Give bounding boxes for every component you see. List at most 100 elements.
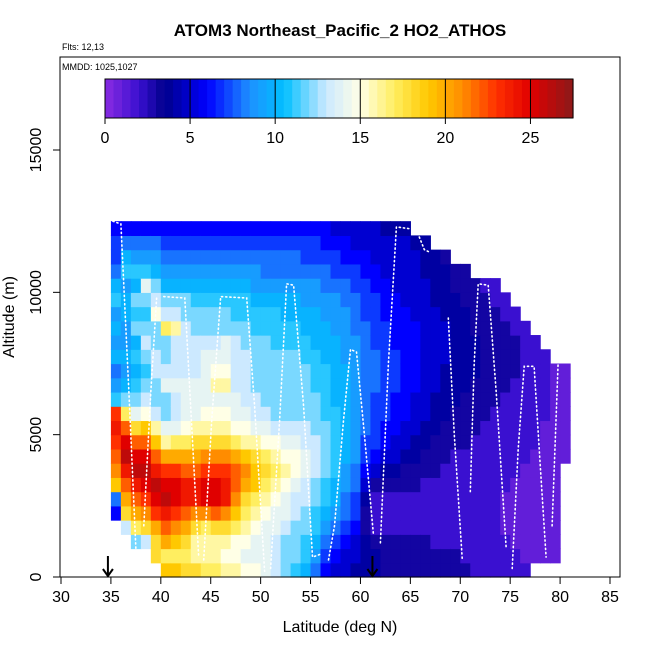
heatmap-cell bbox=[330, 263, 342, 279]
heatmap-cell bbox=[440, 520, 451, 535]
heatmap-cell bbox=[130, 320, 142, 336]
heatmap-cell bbox=[290, 221, 302, 236]
heatmap-cell bbox=[400, 292, 411, 308]
heatmap-cell bbox=[200, 448, 212, 464]
heatmap-cell bbox=[380, 377, 391, 393]
heatmap-cell bbox=[540, 363, 551, 379]
x-tick-label: 30 bbox=[52, 589, 70, 606]
heatmap-cell bbox=[340, 306, 352, 322]
heatmap-cell bbox=[440, 463, 451, 478]
heatmap-cell bbox=[330, 235, 342, 251]
heatmap-cell bbox=[260, 448, 272, 464]
heatmap-cell bbox=[550, 534, 561, 550]
heatmap-cell bbox=[500, 306, 511, 322]
heatmap-cell bbox=[380, 335, 391, 350]
colorbar-segment bbox=[470, 79, 480, 118]
heatmap-cell bbox=[400, 406, 411, 422]
heatmap-cell bbox=[510, 562, 521, 578]
heatmap-cell bbox=[440, 491, 451, 507]
heatmap-cell bbox=[260, 491, 272, 507]
heatmap-cell bbox=[250, 349, 262, 365]
colorbar-tick-label: 25 bbox=[522, 130, 540, 147]
heatmap-cell bbox=[460, 520, 471, 535]
heatmap-cell bbox=[370, 477, 382, 493]
heatmap-cell bbox=[510, 320, 521, 336]
heatmap-cell bbox=[180, 263, 192, 279]
heatmap-cell bbox=[210, 349, 222, 365]
heatmap-cell bbox=[210, 235, 222, 251]
heatmap-cell bbox=[510, 477, 521, 493]
colorbar-segment bbox=[394, 79, 404, 118]
heatmap-cell bbox=[260, 562, 272, 578]
heatmap-cell bbox=[110, 505, 122, 521]
heatmap-cell bbox=[290, 235, 302, 251]
heatmap-cell bbox=[460, 335, 471, 350]
heatmap-cell bbox=[200, 335, 212, 350]
heatmap-cell bbox=[160, 335, 172, 350]
heatmap-cell bbox=[410, 434, 421, 450]
heatmap-cell bbox=[520, 391, 531, 407]
x-tick-label: 35 bbox=[102, 589, 120, 606]
heatmap-cell bbox=[320, 548, 332, 564]
heatmap-cell bbox=[150, 548, 162, 564]
heatmap-cell bbox=[440, 249, 451, 265]
heatmap-cell bbox=[380, 306, 391, 322]
colorbar-segment bbox=[275, 79, 285, 118]
heatmap-cell bbox=[430, 406, 441, 422]
heatmap-cell bbox=[380, 249, 391, 265]
heatmap-cell bbox=[300, 448, 312, 464]
heatmap-cell bbox=[130, 249, 142, 265]
heatmap-cell bbox=[280, 363, 292, 379]
x-tick-label: 75 bbox=[501, 589, 519, 606]
heatmap-cell bbox=[210, 520, 222, 535]
heatmap-cell bbox=[410, 349, 421, 365]
heatmap-cell bbox=[540, 463, 551, 478]
heatmap-cell bbox=[240, 320, 252, 336]
heatmap-cell bbox=[420, 448, 431, 464]
heatmap-cell bbox=[110, 278, 122, 293]
heatmap-cell bbox=[150, 335, 162, 350]
heatmap-cell bbox=[300, 306, 312, 322]
heatmap-cell bbox=[330, 335, 342, 350]
heatmap-cell bbox=[430, 534, 441, 550]
heatmap-cell bbox=[330, 363, 342, 379]
heatmap-cell bbox=[460, 420, 471, 436]
heatmap-cell bbox=[120, 221, 132, 236]
heatmap-cell bbox=[220, 249, 232, 265]
heatmap-cell bbox=[240, 406, 252, 422]
heatmap-cell bbox=[150, 278, 162, 293]
heatmap-cell bbox=[200, 263, 212, 279]
heatmap-cell bbox=[200, 278, 212, 293]
heatmap-cell bbox=[270, 306, 282, 322]
heatmap-cell bbox=[270, 235, 282, 251]
heatmap-cell bbox=[380, 505, 391, 521]
heatmap-cell bbox=[450, 349, 461, 365]
heatmap-cell bbox=[330, 391, 342, 407]
heatmap-cell bbox=[360, 420, 372, 436]
heatmap-cell bbox=[150, 263, 162, 279]
heatmap-cell bbox=[250, 562, 262, 578]
heatmap-cell bbox=[130, 491, 142, 507]
heatmap-cell bbox=[160, 434, 172, 450]
heatmap-cell bbox=[430, 363, 441, 379]
heatmap-cell bbox=[180, 420, 192, 436]
heatmap-cell bbox=[230, 434, 242, 450]
heatmap-cell bbox=[260, 263, 272, 279]
heatmap-cell bbox=[230, 263, 242, 279]
heatmap-cell bbox=[260, 235, 272, 251]
heatmap-cell bbox=[220, 434, 232, 450]
heatmap-cell bbox=[250, 235, 262, 251]
heatmap-cell bbox=[190, 263, 202, 279]
heatmap-cell bbox=[290, 335, 302, 350]
heatmap-cell bbox=[420, 562, 431, 578]
heatmap-cell bbox=[340, 335, 352, 350]
colorbar-segment bbox=[445, 79, 455, 118]
heatmap-cell bbox=[140, 534, 152, 550]
heatmap-cell bbox=[370, 306, 382, 322]
colorbar-segment bbox=[538, 79, 549, 118]
heatmap-cell bbox=[200, 562, 212, 578]
heatmap-cell bbox=[170, 420, 182, 436]
heatmap-cell bbox=[110, 420, 122, 436]
heatmap-cell bbox=[190, 520, 202, 535]
heatmap-cell bbox=[360, 363, 372, 379]
